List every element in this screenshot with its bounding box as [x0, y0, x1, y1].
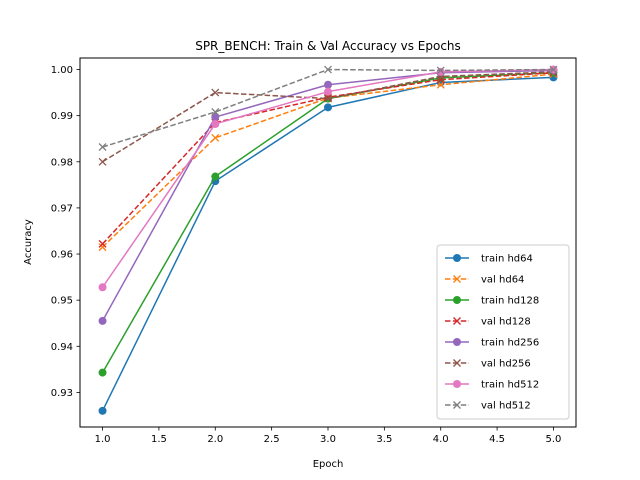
x-axis-ticks: 1.0 1.5 2.0 2.5 3.0 3.5 4.0 4.5 5.0 — [95, 427, 562, 445]
data-point — [436, 67, 445, 76]
x-tick-label: 2.5 — [264, 434, 280, 445]
legend-marker — [453, 380, 461, 388]
data-point — [324, 80, 332, 89]
legend-item: val hd512 — [445, 401, 531, 412]
data-point — [211, 108, 220, 116]
y-tick-label: 0.96 — [51, 250, 73, 261]
plot-area-frame — [79, 57, 577, 428]
y-tick-label: 0.94 — [51, 342, 73, 353]
series-val-hd512 — [98, 65, 558, 151]
y-axis-label: Accuracy — [23, 219, 34, 265]
legend-marker — [453, 254, 461, 262]
legend-marker — [453, 275, 461, 283]
plot-series — [98, 65, 558, 415]
legend-label: train hd64 — [481, 254, 533, 265]
y-tick-label: 0.98 — [51, 157, 73, 168]
chart-title: SPR_BENCH: Train & Val Accuracy vs Epoch… — [195, 39, 461, 53]
data-point — [98, 239, 107, 248]
legend-label: train hd256 — [481, 338, 539, 349]
legend-item: train hd64 — [445, 254, 533, 265]
y-tick-label: 0.99 — [51, 111, 73, 122]
data-point — [324, 103, 332, 112]
legend-label: val hd512 — [481, 401, 531, 412]
legend-marker — [453, 401, 461, 409]
legend-label: val hd128 — [481, 317, 531, 328]
data-point — [98, 243, 107, 252]
data-point — [324, 94, 332, 103]
x-tick-label: 4.0 — [433, 434, 449, 445]
x-tick-label: 3.0 — [320, 434, 336, 445]
legend-item: val hd64 — [445, 275, 524, 286]
x-tick-label: 4.5 — [489, 434, 505, 445]
x-tick-label: 1.0 — [95, 434, 111, 445]
legend-marker — [453, 338, 461, 346]
data-point — [436, 66, 445, 75]
legend-item: train hd256 — [445, 338, 539, 349]
x-tick-label: 2.0 — [207, 434, 223, 445]
y-tick-label: 0.93 — [51, 388, 73, 399]
data-point — [98, 157, 107, 166]
data-point — [98, 368, 107, 377]
data-point — [211, 119, 220, 128]
data-point — [324, 87, 332, 96]
legend-label: train hd128 — [481, 296, 539, 307]
data-point — [211, 172, 220, 181]
legend-label: val hd256 — [481, 359, 531, 370]
data-point — [211, 133, 220, 142]
data-point — [211, 88, 220, 97]
x-tick-label: 5.0 — [546, 434, 562, 445]
legend-label: train hd512 — [481, 380, 539, 391]
x-axis-label: Epoch — [313, 459, 344, 470]
y-axis-ticks: 0.93 0.94 0.95 0.96 0.97 0.98 0.99 1.00 — [51, 65, 80, 399]
legend: train hd64 val hd64 train hd128 val hd128 tr… — [436, 244, 570, 420]
legend-item: train hd128 — [445, 296, 539, 307]
x-tick-label: 3.5 — [376, 434, 392, 445]
legend-marker — [453, 359, 461, 367]
data-point — [324, 65, 332, 74]
data-point — [98, 283, 107, 292]
legend-item: val hd256 — [445, 359, 531, 370]
legend-marker — [453, 317, 461, 325]
legend-item: train hd512 — [445, 380, 539, 391]
legend-marker — [453, 296, 461, 304]
y-tick-label: 0.95 — [51, 296, 73, 307]
data-point — [98, 406, 107, 415]
data-point — [549, 65, 558, 74]
y-tick-label: 0.97 — [51, 203, 73, 214]
data-point — [98, 316, 107, 325]
legend-frame — [436, 244, 570, 420]
legend-label: val hd64 — [481, 275, 524, 286]
y-tick-label: 1.00 — [51, 65, 73, 76]
data-point — [211, 113, 220, 122]
data-point — [98, 143, 107, 151]
legend-item: val hd128 — [445, 317, 531, 328]
x-tick-label: 1.5 — [151, 434, 167, 445]
